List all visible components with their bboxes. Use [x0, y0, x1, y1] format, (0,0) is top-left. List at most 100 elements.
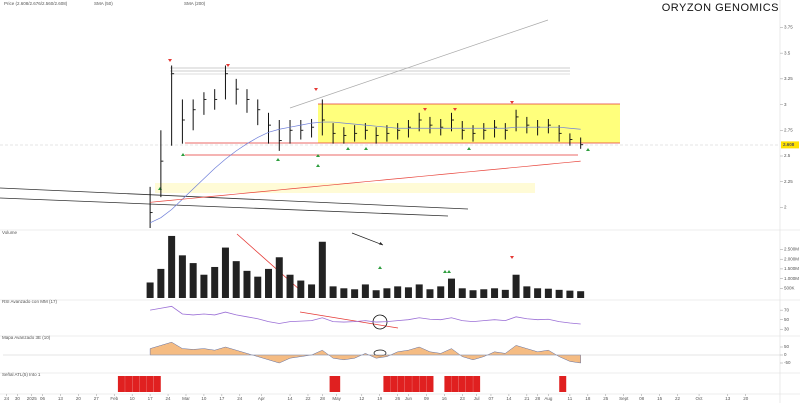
legend-entry: SMA (200) — [184, 1, 206, 6]
x-tick-label: Sept — [619, 396, 629, 401]
bar — [447, 278, 455, 298]
x-tick-label: 13 — [58, 396, 64, 401]
y-tick-label: 1.000M — [784, 276, 799, 281]
x-tick-label: 22 — [305, 396, 311, 401]
bar — [458, 288, 466, 298]
bar — [232, 261, 240, 298]
bar — [491, 288, 499, 298]
y-tick-label: 30 — [784, 326, 790, 331]
bar — [566, 290, 574, 298]
x-tick-label: 24 — [4, 396, 10, 401]
bar — [275, 257, 283, 298]
range-box — [318, 104, 620, 143]
x-tick-label: 16 — [442, 396, 448, 401]
bar — [157, 268, 165, 298]
y-tick-label: 3.5 — [784, 50, 791, 55]
bar — [437, 286, 445, 298]
x-tick-label: 24 — [237, 396, 243, 401]
x-tick-label: 14 — [288, 396, 294, 401]
bar — [577, 291, 585, 298]
bar — [465, 376, 473, 392]
x-tick-label: 24 — [166, 396, 172, 401]
trend-line — [0, 197, 449, 217]
trend-line — [299, 311, 399, 329]
bar — [125, 376, 133, 392]
x-tick-label: 13 — [725, 396, 731, 401]
x-tick-label: 07 — [488, 396, 494, 401]
bar — [412, 376, 420, 392]
x-tick-label: 10 — [130, 396, 136, 401]
bar — [473, 376, 481, 392]
bar — [361, 284, 369, 298]
bar — [559, 376, 567, 392]
bar — [200, 274, 208, 298]
x-tick-label: 28 — [535, 396, 541, 401]
x-tick-label: 20 — [76, 396, 82, 401]
y-tick-label: 3.25 — [784, 76, 793, 81]
bar — [404, 287, 412, 298]
panel-label: RSI Avanzado con MM (17) — [2, 299, 57, 304]
bar — [383, 288, 391, 298]
series-line — [149, 121, 581, 224]
bar — [469, 290, 477, 298]
x-tick-label: Apr — [258, 396, 266, 401]
area — [149, 341, 581, 364]
bar — [544, 288, 552, 298]
bar — [329, 376, 337, 392]
chart-title: ORYZON GENOMICS — [662, 2, 779, 14]
bar — [534, 288, 542, 298]
bar — [394, 286, 402, 298]
bar — [211, 266, 219, 298]
x-tick-label: 18 — [585, 396, 591, 401]
bar — [333, 376, 341, 392]
bar — [308, 284, 316, 298]
support-zone — [155, 183, 535, 193]
bar — [480, 289, 488, 298]
bar — [132, 376, 140, 392]
x-tick-label: 28 — [320, 396, 326, 401]
bar — [153, 376, 161, 392]
bar — [329, 286, 337, 298]
bar — [390, 376, 398, 392]
x-tick-label: 26 — [395, 396, 401, 401]
y-tick-label: 50 — [784, 317, 790, 322]
y-tick-label: 50 — [784, 344, 790, 349]
bar — [383, 376, 391, 392]
y-tick-label: 2.25 — [784, 179, 793, 184]
bar — [340, 288, 348, 298]
y-tick-label: 1.500M — [784, 266, 799, 271]
x-tick-label: Jul — [474, 396, 480, 401]
panel-label: Volume — [2, 230, 18, 235]
x-tick-label: 10 — [201, 396, 207, 401]
x-tick-label: 25 — [603, 396, 609, 401]
y-tick-label: 2 — [784, 205, 787, 210]
bar — [501, 289, 509, 298]
x-tick-label: 23 — [460, 396, 466, 401]
y-tick-label: 500K — [784, 285, 795, 290]
bar — [351, 289, 359, 298]
legend-entry: SMA (50) — [94, 1, 113, 6]
bar — [221, 247, 229, 298]
bar — [139, 376, 147, 392]
bar — [372, 290, 380, 298]
bar — [419, 376, 427, 392]
bar — [426, 376, 434, 392]
x-tick-label: 14 — [506, 396, 512, 401]
x-tick-label: 12 — [359, 396, 365, 401]
x-tick-label: 09 — [424, 396, 430, 401]
bar — [117, 376, 125, 392]
bar — [404, 376, 412, 392]
y-tick-label: 2.500M — [784, 247, 799, 252]
y-tick-label: 3 — [784, 102, 787, 107]
trend-line — [0, 187, 469, 210]
bar — [297, 280, 305, 298]
bar — [178, 255, 186, 298]
series-line — [150, 160, 581, 203]
bar — [451, 376, 459, 392]
x-tick-label: 27 — [94, 396, 100, 401]
y-tick-label: 3.75 — [784, 25, 793, 30]
series-line — [150, 305, 581, 325]
bar — [426, 289, 434, 298]
bar — [146, 376, 154, 392]
price-tag — [781, 141, 799, 149]
